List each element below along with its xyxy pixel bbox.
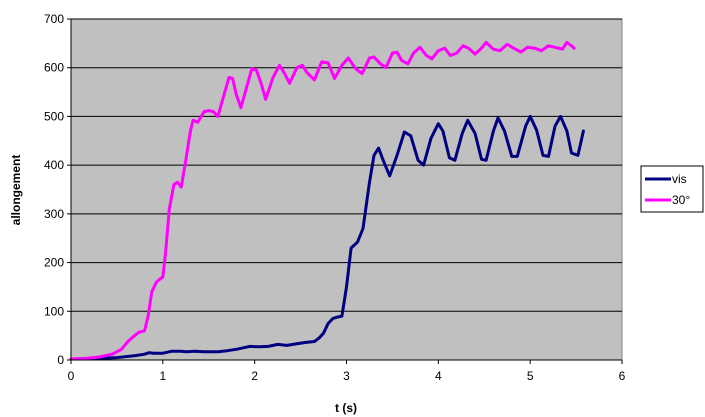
y-tick-label: 600 bbox=[44, 61, 64, 75]
y-tick-label: 400 bbox=[44, 158, 64, 172]
y-tick-label: 200 bbox=[44, 256, 64, 270]
x-tick-label: 6 bbox=[619, 369, 626, 383]
x-tick-label: 0 bbox=[68, 369, 75, 383]
x-ticks: 0 1 2 3 4 5 6 bbox=[68, 360, 626, 383]
y-tick-label: 700 bbox=[44, 12, 64, 26]
y-axis-title: allongement bbox=[9, 155, 23, 226]
legend-box bbox=[640, 165, 704, 213]
series-line-1 bbox=[69, 40, 576, 361]
y-tick-label: 0 bbox=[57, 353, 64, 367]
y-tick-label: 300 bbox=[44, 207, 64, 221]
x-tick-label: 5 bbox=[527, 369, 534, 383]
x-tick-label: 3 bbox=[343, 369, 350, 383]
y-tick-label: 100 bbox=[44, 304, 64, 318]
x-tick-label: 2 bbox=[251, 369, 258, 383]
y-ticks: 0 100 200 300 400 500 600 700 bbox=[44, 12, 71, 367]
gridlines bbox=[71, 18, 622, 312]
x-axis-title: t (s) bbox=[335, 401, 357, 415]
series-line-0 bbox=[69, 114, 585, 361]
legend-label-vis: vis bbox=[672, 172, 687, 186]
legend-label-30: 30° bbox=[672, 193, 690, 207]
legend: vis 30° bbox=[640, 165, 704, 213]
y-tick-label: 500 bbox=[44, 109, 64, 123]
plot-area bbox=[70, 18, 623, 361]
x-tick-label: 4 bbox=[435, 369, 442, 383]
x-tick-label: 1 bbox=[159, 369, 166, 383]
series-lines bbox=[69, 40, 585, 361]
